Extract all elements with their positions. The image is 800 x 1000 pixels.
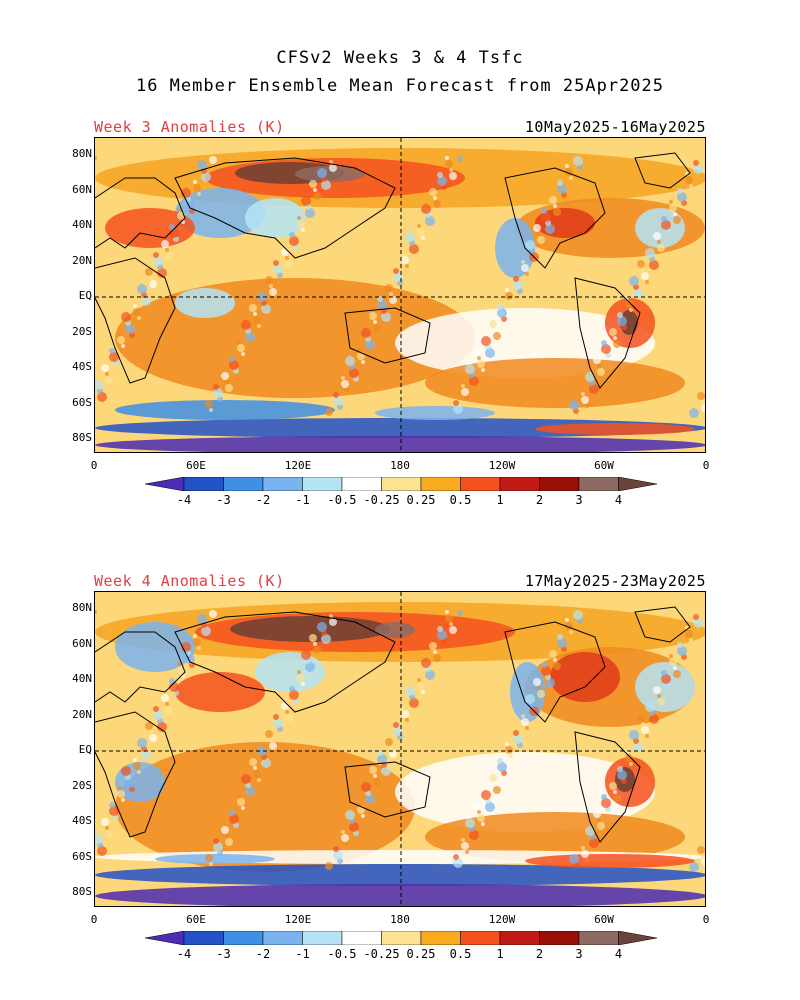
colorbar-label: 0.5 bbox=[449, 493, 472, 507]
latitude-tick: 80N bbox=[72, 601, 92, 614]
latitude-tick: EQ bbox=[78, 289, 92, 302]
colorbar-label: -2 bbox=[255, 493, 271, 507]
colorbar-swatch bbox=[341, 477, 382, 491]
colorbar-label: 4 bbox=[614, 947, 623, 961]
week3-anomaly-map bbox=[94, 137, 706, 453]
chart-title-line-2: 16 Member Ensemble Mean Forecast from 25… bbox=[135, 76, 665, 96]
colorbar-label: 1 bbox=[496, 493, 504, 507]
colorbar-swatch bbox=[578, 477, 619, 491]
colorbar-max-arrow bbox=[618, 931, 657, 945]
colorbar-swatch bbox=[499, 931, 540, 945]
colorbar-label: -3 bbox=[216, 493, 231, 507]
week4-label: Week 4 Anomalies (K) bbox=[94, 572, 285, 590]
colorbar-min-arrow bbox=[145, 931, 185, 945]
colorbar-swatch bbox=[578, 931, 619, 945]
colorbar-swatch bbox=[539, 931, 580, 945]
colorbar-swatch bbox=[302, 931, 343, 945]
longitude-tick: 60W bbox=[594, 913, 614, 926]
colorbar-label: 1 bbox=[496, 947, 504, 961]
colorbar-swatch bbox=[262, 931, 303, 945]
colorbar-label: -0.25 bbox=[363, 947, 400, 961]
latitude-tick: 80S bbox=[72, 885, 92, 898]
week3-dates: 10May2025-16May2025 bbox=[524, 118, 706, 136]
colorbar-label: -1 bbox=[295, 947, 310, 961]
colorbar-swatch bbox=[223, 477, 264, 491]
colorbar-max-arrow bbox=[618, 477, 657, 491]
colorbar-min-arrow bbox=[145, 477, 185, 491]
map-canvas bbox=[95, 138, 705, 452]
longitude-tick: 180 bbox=[390, 459, 410, 472]
longitude-tick: 120E bbox=[284, 913, 312, 926]
latitude-tick: 40N bbox=[72, 672, 92, 685]
colorbar-label: -2 bbox=[255, 947, 271, 961]
colorbar-label: 2 bbox=[535, 493, 544, 507]
latitude-tick: 20S bbox=[72, 324, 92, 338]
colorbar-label: 3 bbox=[575, 493, 583, 507]
colorbar-label: -0.25 bbox=[363, 493, 400, 507]
colorbar-swatch bbox=[420, 477, 461, 491]
longitude-tick: 0 bbox=[702, 459, 710, 472]
longitude-tick: 120E bbox=[284, 459, 312, 472]
colorbar-swatch bbox=[499, 477, 540, 491]
colorbar-label: 4 bbox=[614, 493, 623, 507]
colorbar-label: 0.25 bbox=[406, 947, 436, 961]
colorbar-label: -0.5 bbox=[327, 493, 357, 507]
latitude-tick: EQ bbox=[78, 743, 92, 756]
week3-label: Week 3 Anomalies (K) bbox=[94, 118, 285, 136]
colorbar-label: -4 bbox=[176, 947, 192, 961]
longitude-tick: 0 bbox=[90, 459, 98, 472]
longitude-tick: 60E bbox=[186, 459, 206, 472]
latitude-tick: 40S bbox=[72, 814, 92, 827]
colorbar-swatch bbox=[262, 477, 303, 491]
colorbar-swatch bbox=[223, 931, 264, 945]
latitude-tick: 80S bbox=[72, 431, 92, 444]
colorbar-label: -4 bbox=[176, 493, 192, 507]
colorbar-label: 0.5 bbox=[449, 947, 472, 961]
longitude-tick: 60E bbox=[186, 913, 206, 926]
longitude-tick: 120W bbox=[488, 459, 516, 472]
longitude-tick: 60W bbox=[594, 459, 614, 472]
colorbar-label: 2 bbox=[535, 947, 544, 961]
latitude-tick: 40N bbox=[72, 218, 92, 231]
colorbar-swatch bbox=[539, 477, 580, 491]
colorbar-label: -3 bbox=[216, 947, 231, 961]
colorbar-swatch bbox=[302, 477, 343, 491]
latitude-tick: 20N bbox=[72, 707, 92, 721]
latitude-tick: 60S bbox=[72, 395, 92, 409]
colorbar-swatch bbox=[460, 477, 501, 491]
colorbar-label: 3 bbox=[575, 947, 583, 961]
latitude-tick: 60N bbox=[72, 182, 92, 196]
latitude-tick: 40S bbox=[72, 360, 92, 373]
colorbar-label: 0.25 bbox=[406, 493, 436, 507]
colorbar-swatch bbox=[381, 931, 422, 945]
colorbar-label: -1 bbox=[295, 493, 310, 507]
longitude-tick: 0 bbox=[702, 913, 710, 926]
longitude-tick: 120W bbox=[488, 913, 516, 926]
week4-anomaly-map bbox=[94, 591, 706, 907]
latitude-tick: 20S bbox=[72, 778, 92, 792]
longitude-tick: 0 bbox=[90, 913, 98, 926]
map-canvas bbox=[95, 592, 705, 906]
latitude-tick: 20N bbox=[72, 253, 92, 267]
colorbar-swatch bbox=[183, 931, 224, 945]
colorbar-label: -0.5 bbox=[327, 947, 357, 961]
week4-dates: 17May2025-23May2025 bbox=[524, 572, 706, 590]
colorbar-swatch bbox=[183, 477, 224, 491]
week4-colorbar bbox=[145, 931, 657, 945]
latitude-tick: 60N bbox=[72, 636, 92, 650]
longitude-tick: 180 bbox=[390, 913, 410, 926]
latitude-tick: 80N bbox=[72, 147, 92, 160]
colorbar-swatch bbox=[381, 477, 422, 491]
colorbar-swatch bbox=[341, 931, 382, 945]
colorbar-swatch bbox=[420, 931, 461, 945]
latitude-tick: 60S bbox=[72, 849, 92, 863]
colorbar-swatch bbox=[460, 931, 501, 945]
chart-title-line-1: CFSv2 Weeks 3 & 4 Tsfc bbox=[276, 48, 524, 68]
week3-colorbar bbox=[145, 477, 657, 491]
